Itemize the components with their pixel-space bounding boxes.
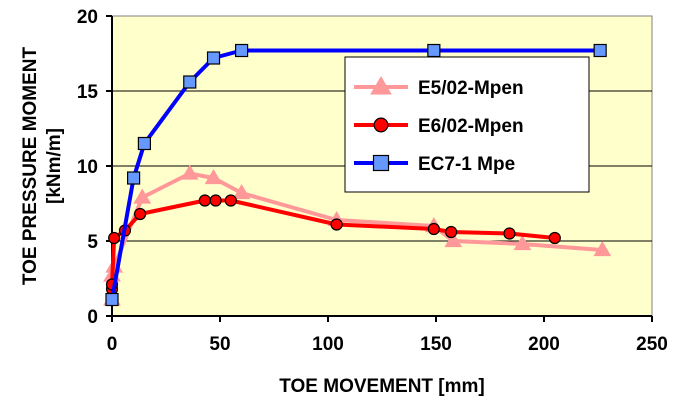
legend-label: EC7-1 Mpe [418,154,515,175]
data-point-triangle [133,188,152,204]
data-point-square [427,43,441,58]
legend-label: E6/02-Mpen [418,116,524,137]
data-point-circle [548,231,561,245]
legend: E5/02-Mpen E6/02-Mpen EC7-1 Mpe [344,56,590,193]
series-square [105,43,607,307]
data-point-circle [427,222,440,236]
x-axis-ticks: 0 50 100 150 200 250 [107,316,668,355]
legend-item: E6/02-Mpen [354,116,524,137]
data-point-circle [445,225,458,239]
data-point-circle [209,194,222,207]
y-tick-label: 0 [87,307,98,328]
y-tick-label: 20 [77,7,98,28]
y-axis-ticks: 0 5 10 15 20 [77,7,112,328]
legend-item: E5/02-Mpen [354,76,524,99]
legend-item: EC7-1 Mpe [354,154,515,175]
data-point-circle [503,227,516,240]
legend-marker [372,154,390,172]
y-axis-label-line1: TOE PRESSURE MOMENT [20,46,41,285]
y-tick-label: 15 [77,82,99,103]
data-point-triangle [232,184,251,200]
legend-marker [373,117,389,133]
data-point-square [105,292,119,307]
y-tick-label: 5 [87,232,98,253]
y-axis-label-line2: [kNm/m] [44,128,65,204]
data-point-triangle [204,169,223,185]
data-point-square [593,43,607,58]
x-axis-label: TOE MOVEMENT [mm] [279,376,485,397]
data-point-triangle [593,241,612,257]
x-tick-label: 200 [528,334,560,355]
legend-label: E5/02-Mpen [418,78,524,99]
series-layer [103,43,612,307]
x-tick-label: 50 [209,334,230,355]
series-circle [105,194,561,296]
data-point-triangle [444,232,463,248]
legend-marker [370,76,392,95]
data-point-square [235,43,249,58]
data-point-triangle [513,235,532,251]
data-point-circle [224,194,237,207]
y-tick-label: 10 [77,157,98,178]
x-tick-label: 250 [636,334,668,355]
data-point-square [126,171,141,185]
data-point-circle [133,207,147,221]
x-tick-label: 150 [420,334,452,355]
data-point-square [206,51,221,65]
data-point-circle [108,231,121,245]
x-tick-label: 0 [107,334,118,355]
data-point-triangle [180,164,199,180]
data-point-circle [198,194,211,207]
data-point-square [137,136,151,151]
x-tick-label: 100 [312,334,344,355]
data-point-circle [330,218,343,231]
data-point-square [183,75,197,89]
